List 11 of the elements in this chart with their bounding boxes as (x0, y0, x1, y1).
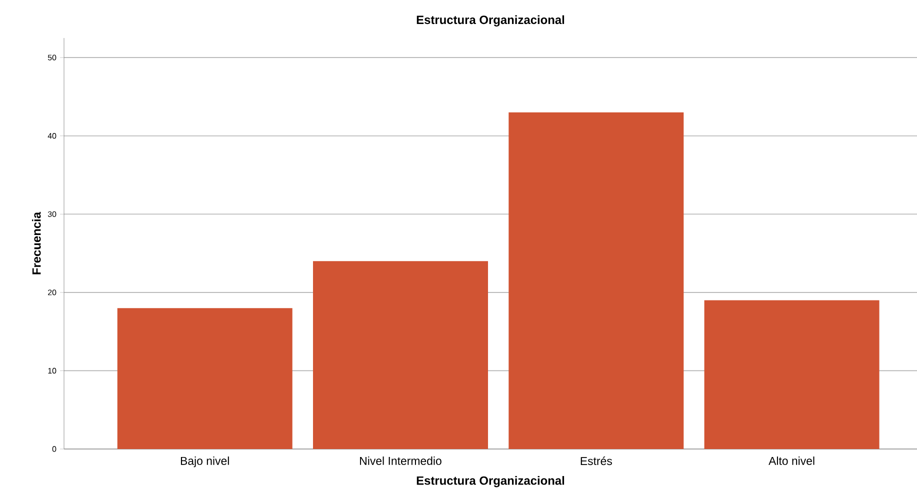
x-tick-label: Nivel Intermedio (360, 456, 442, 465)
y-axis-title: Frecuencia (32, 212, 41, 274)
x-tick-label: Alto nivel (768, 456, 814, 465)
x-tick-label: Estrés (580, 456, 612, 466)
bar (508, 112, 684, 449)
chart-title: Estructura Organizacional (416, 15, 564, 26)
bar (117, 308, 292, 449)
bar (704, 300, 880, 449)
x-tick-label: Bajo nivel (180, 456, 229, 468)
x-axis-title: Estructura Organizacional (416, 476, 564, 488)
bar (313, 261, 488, 449)
